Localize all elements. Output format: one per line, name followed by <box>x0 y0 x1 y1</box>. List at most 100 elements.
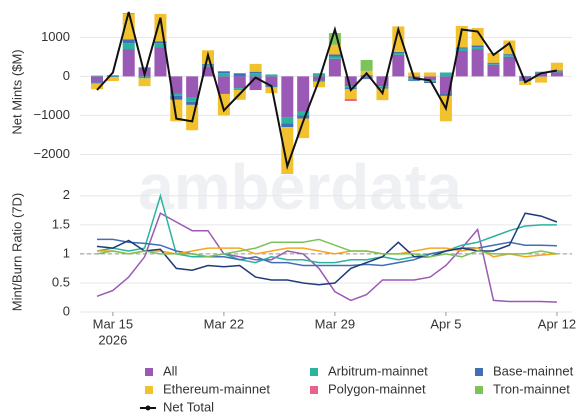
bar-segment <box>487 52 500 63</box>
legend-swatch <box>145 368 153 376</box>
ratio-line <box>96 212 557 303</box>
x-tick-label: Mar 29 <box>315 316 355 331</box>
bar-segment <box>439 72 452 77</box>
bar-segment <box>297 111 310 116</box>
x-tick-label: Apr 12 <box>538 316 576 331</box>
y-tick-label: 0 <box>63 68 70 83</box>
bar-segment <box>424 81 437 84</box>
bar-segment <box>249 63 262 72</box>
bar-segment <box>439 93 452 96</box>
bar-segment <box>455 47 468 49</box>
bar-segment <box>91 82 103 84</box>
bar-segment <box>186 76 199 98</box>
legend-label: Base-mainnet <box>493 363 574 378</box>
bar-segment <box>138 78 151 87</box>
bar-segment <box>328 58 341 77</box>
bar-segment <box>376 76 389 87</box>
y-tick-label: 0.5 <box>52 274 70 289</box>
bar-segment <box>344 89 357 100</box>
bar-segment <box>202 63 215 65</box>
bar-segment <box>550 71 563 73</box>
x-tick-label: Mar 22 <box>204 316 244 331</box>
bar-segment <box>360 76 373 79</box>
legend-swatch <box>310 368 318 376</box>
legend-label: Ethereum-mainnet <box>163 381 270 396</box>
x-tick-label: Mar 15 <box>93 316 133 331</box>
y-axis-title: Net Mints ($M) <box>9 49 24 134</box>
net-total-line <box>96 11 558 170</box>
ratio-line <box>97 238 557 267</box>
bar-segment <box>106 75 119 77</box>
bar-segment <box>535 76 548 83</box>
bar-segment <box>154 43 167 48</box>
bar-segment <box>408 80 421 82</box>
y-axis-title: Mint/Burn Ratio (7D) <box>9 193 24 311</box>
bar-segment <box>154 47 167 77</box>
bar-segment <box>217 71 230 74</box>
y-tick-label: 1.5 <box>52 216 70 231</box>
bar-segment <box>297 118 310 139</box>
bar-segment <box>503 54 516 56</box>
bar-segment <box>503 55 516 57</box>
y-tick-label: 2 <box>63 187 70 202</box>
y-tick-label: 0 <box>63 303 70 318</box>
bar-segment <box>328 56 341 59</box>
bar-segment <box>122 43 135 50</box>
bar-segment <box>360 74 373 77</box>
legend-swatch <box>475 386 483 394</box>
bar-segment <box>265 74 278 77</box>
bar-segment <box>217 73 230 77</box>
bar-segment <box>122 49 135 77</box>
bar-segment <box>106 77 119 82</box>
ratio-line <box>96 238 558 258</box>
bar-segment <box>360 78 373 80</box>
bar-segment <box>535 71 548 73</box>
bar-segment <box>233 88 246 91</box>
watermark: amberdata <box>138 151 462 223</box>
bar-segment <box>408 78 421 81</box>
legend-dot <box>145 405 151 411</box>
bar-segment <box>154 41 167 44</box>
x-tick-sublabel: 2026 <box>98 332 127 347</box>
bar-segment <box>424 72 437 77</box>
bar-segment <box>424 76 437 81</box>
bar-segment <box>471 47 484 50</box>
bar-segment <box>233 76 246 89</box>
y-tick-label: 1000 <box>41 29 70 44</box>
bar-segment <box>170 93 183 96</box>
bar-segment <box>487 63 500 65</box>
bar-segment <box>503 56 516 77</box>
bar-segment <box>487 62 500 64</box>
bar-segment <box>471 49 484 77</box>
bar-segment <box>138 67 151 69</box>
bar-segment <box>281 123 294 128</box>
bar-segment <box>328 44 341 55</box>
bar-segment <box>328 54 341 57</box>
bar-segment <box>202 64 215 67</box>
bar-segment <box>550 72 563 77</box>
legend-swatch <box>145 386 153 394</box>
bar-segment <box>328 33 341 45</box>
bar-segment <box>550 62 563 71</box>
bar-segment <box>122 39 135 44</box>
bar-segment <box>376 87 389 89</box>
bar-segment <box>471 27 484 46</box>
bar-segment <box>487 64 500 77</box>
bar-segment <box>186 101 199 105</box>
bar-segment <box>91 75 103 77</box>
bar-segment <box>360 59 373 71</box>
legend-label: Polygon-mainnet <box>328 381 426 396</box>
y-tick-label: 1 <box>63 245 70 260</box>
bar-segment <box>519 76 532 81</box>
bar-segment <box>376 86 389 88</box>
bar-segment <box>170 76 183 94</box>
bar-segment <box>281 76 294 118</box>
bar-segment <box>281 117 294 124</box>
ratio-line <box>96 193 557 264</box>
y-tick-label: −2000 <box>33 146 70 161</box>
legend-label: Tron-mainnet <box>493 381 570 396</box>
bar-segment <box>249 71 262 74</box>
bar-segment <box>186 97 199 102</box>
bar-segment <box>217 76 230 94</box>
bar-segment <box>297 76 310 112</box>
